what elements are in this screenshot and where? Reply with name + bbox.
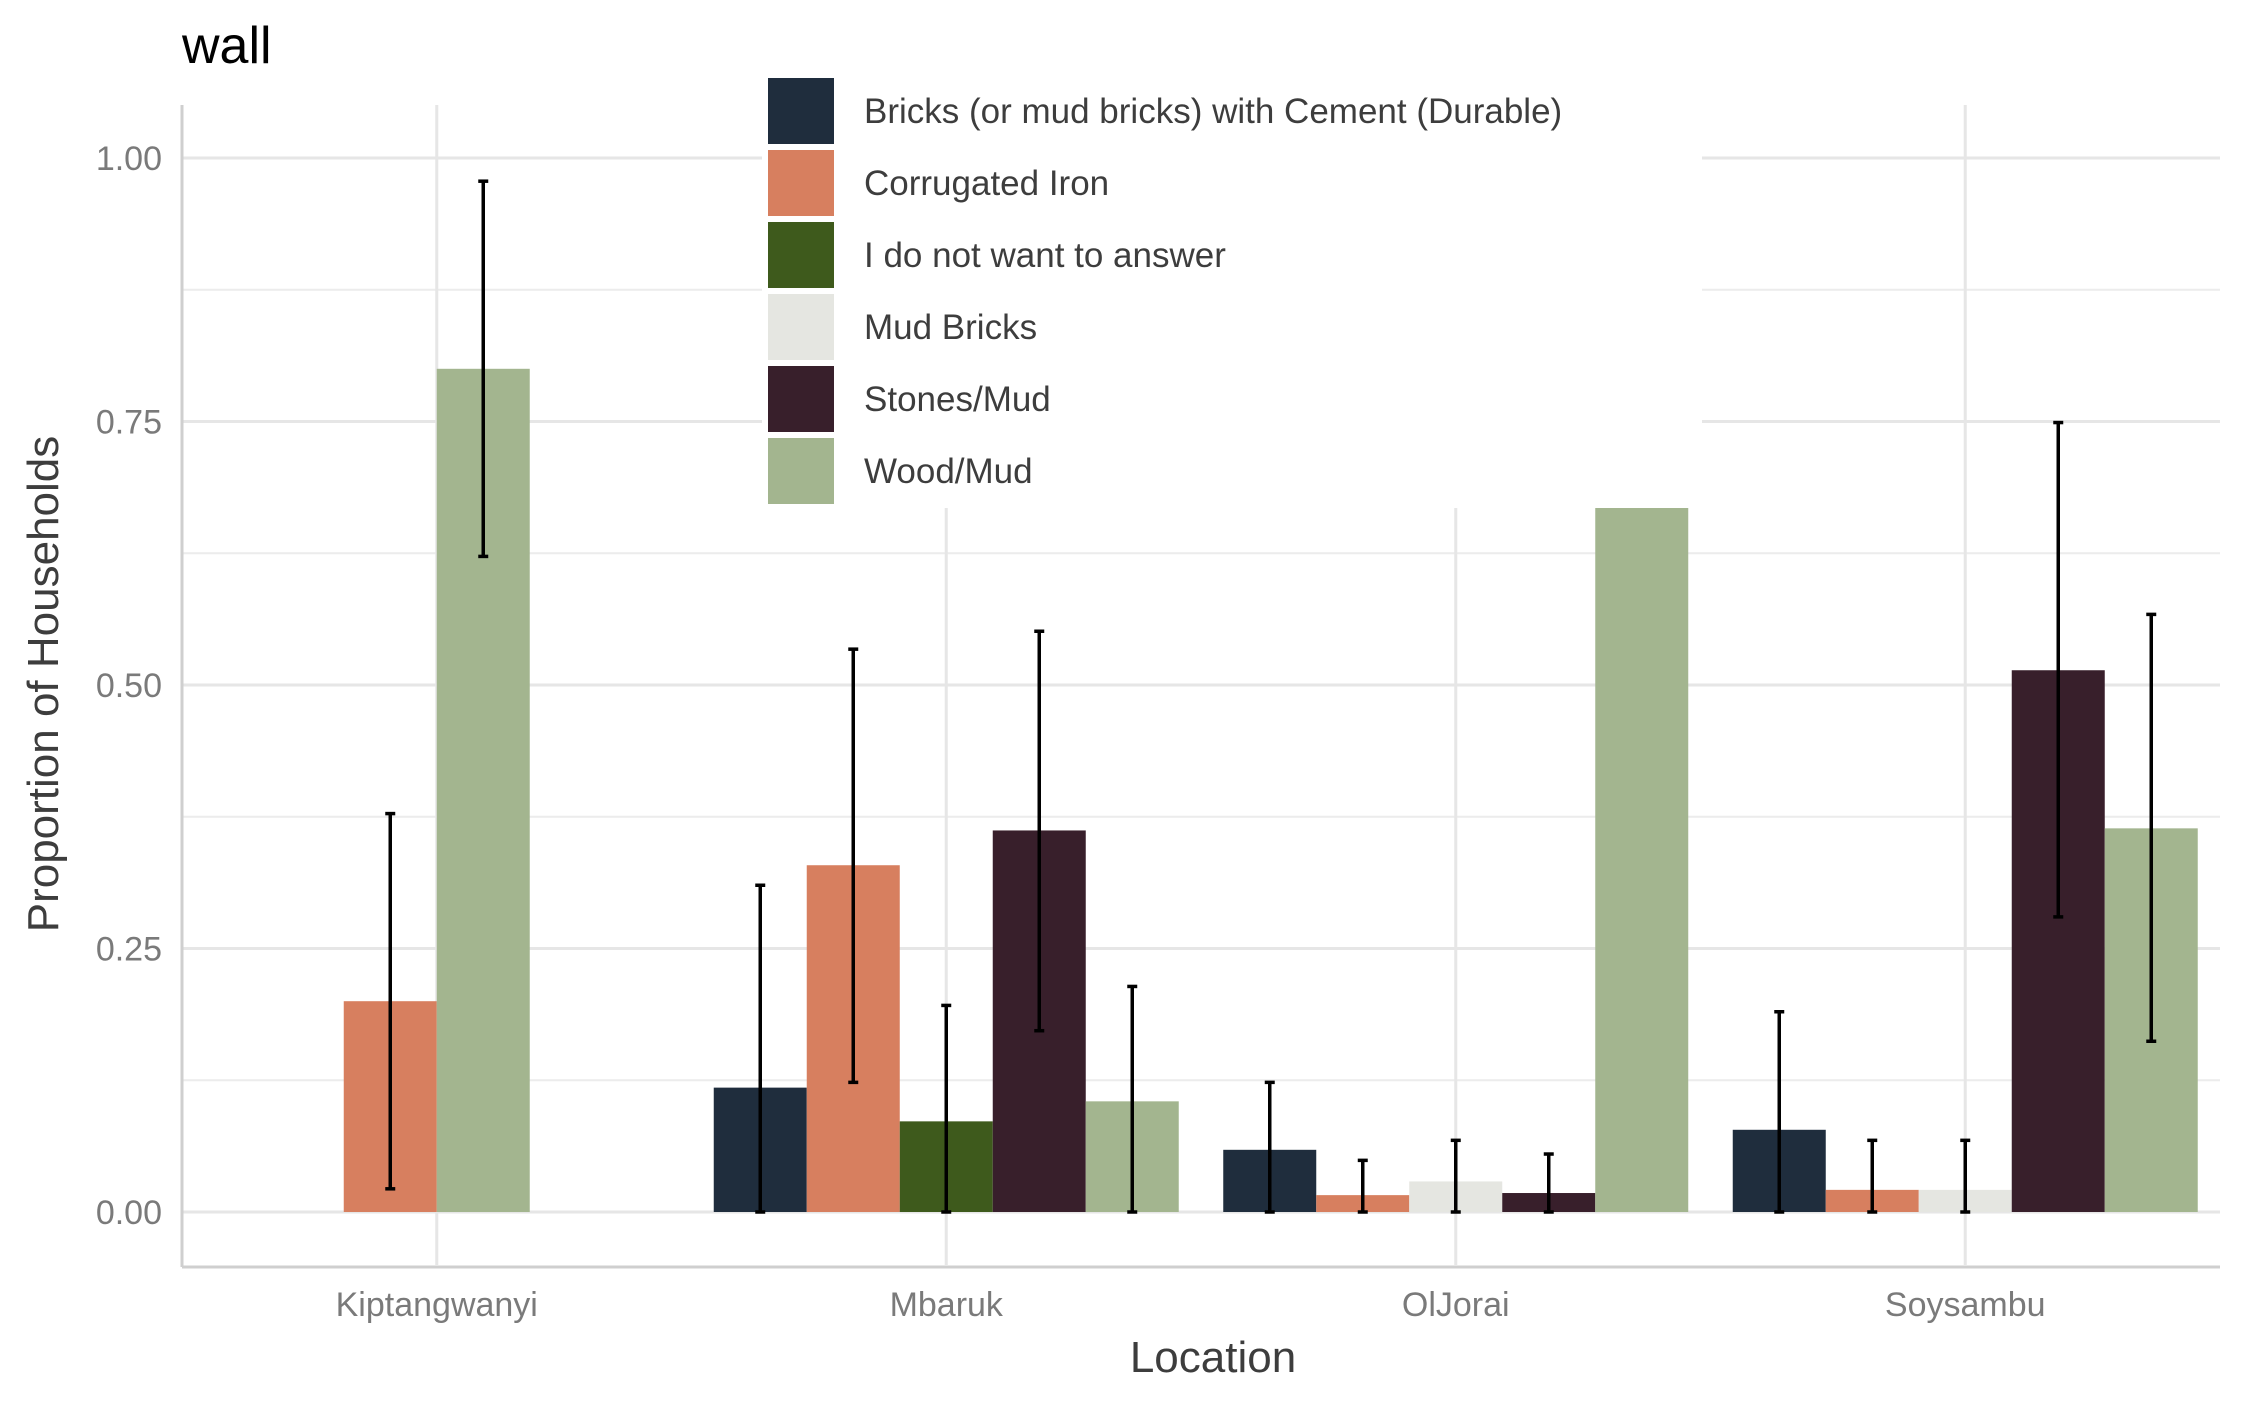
error-bar-soysambu-bricks-or-mud-bricks-with-cement-durable bbox=[1774, 1009, 1785, 1214]
y-tick-labels: 0.00 0.25 0.50 0.75 1.00 bbox=[96, 140, 162, 1232]
legend-item-stones-mud: Stones/Mud bbox=[768, 366, 1051, 432]
legend-item-wood-mud: Wood/Mud bbox=[768, 438, 1033, 504]
legend-item-i-do-not-want-to-answer: I do not want to answer bbox=[768, 222, 1226, 288]
error-bar-mbaruk-wood-mud bbox=[1127, 984, 1138, 1214]
legend-swatch bbox=[768, 150, 834, 216]
error-bar-mbaruk-stones-mud bbox=[1034, 629, 1045, 1033]
error-bar-mbaruk-bricks-or-mud-bricks-with-cement-durable bbox=[755, 883, 766, 1214]
y-tick-label: 0.00 bbox=[96, 1194, 162, 1232]
error-bar-mbaruk-i-do-not-want-to-answer bbox=[941, 1003, 952, 1214]
axes bbox=[180, 105, 2220, 1269]
x-tick-label-kiptangwanyi: Kiptangwanyi bbox=[336, 1286, 538, 1324]
legend-swatch bbox=[768, 222, 834, 288]
legend-swatch bbox=[768, 366, 834, 432]
y-tick-label: 1.00 bbox=[96, 140, 162, 178]
x-tick-label-soysambu: Soysambu bbox=[1885, 1286, 2046, 1324]
error-bar-kiptangwanyi-corrugated-iron bbox=[385, 811, 396, 1191]
error-bar-mbaruk-corrugated-iron bbox=[848, 647, 859, 1085]
legend-label: Bricks (or mud bricks) with Cement (Dura… bbox=[864, 92, 1562, 131]
error-bar-oljorai-mud-bricks bbox=[1450, 1138, 1461, 1214]
bars bbox=[343, 286, 2198, 1212]
legend: Bricks (or mud bricks) with Cement (Dura… bbox=[762, 74, 1702, 508]
legend-label: Stones/Mud bbox=[864, 380, 1051, 419]
legend-label: Corrugated Iron bbox=[864, 164, 1109, 203]
legend-swatch bbox=[768, 438, 834, 504]
x-tick-label-oljorai: OlJorai bbox=[1402, 1286, 1510, 1324]
y-tick-label: 0.75 bbox=[96, 404, 162, 442]
x-tick-labels: Kiptangwanyi Mbaruk OlJorai Soysambu bbox=[336, 1286, 2046, 1324]
y-tick-label: 0.25 bbox=[96, 931, 162, 969]
y-tick-label: 0.50 bbox=[96, 667, 162, 705]
error-bar-soysambu-mud-bricks bbox=[1960, 1138, 1971, 1214]
error-bar-kiptangwanyi-wood-mud bbox=[478, 179, 489, 559]
legend-item-mud-bricks: Mud Bricks bbox=[768, 294, 1037, 360]
legend-item-bricks-or-mud-bricks-with-cement-durable: Bricks (or mud bricks) with Cement (Dura… bbox=[768, 78, 1562, 144]
legend-swatch bbox=[768, 78, 834, 144]
error-bar-oljorai-bricks-or-mud-bricks-with-cement-durable bbox=[1264, 1080, 1275, 1214]
error-bar-soysambu-corrugated-iron bbox=[1867, 1138, 1878, 1214]
error-bar-oljorai-corrugated-iron bbox=[1357, 1158, 1368, 1214]
legend-label: Mud Bricks bbox=[864, 308, 1037, 347]
legend-background bbox=[762, 74, 1702, 508]
error-bar-soysambu-wood-mud bbox=[2146, 612, 2157, 1044]
legend-item-corrugated-iron: Corrugated Iron bbox=[768, 150, 1109, 216]
x-axis-title: Location bbox=[1130, 1333, 1296, 1382]
legend-label: I do not want to answer bbox=[864, 236, 1226, 275]
y-axis-title: Proportion of Households bbox=[19, 436, 68, 933]
x-tick-label-mbaruk: Mbaruk bbox=[890, 1286, 1004, 1324]
error-bar-oljorai-stones-mud bbox=[1543, 1152, 1554, 1214]
legend-label: Wood/Mud bbox=[864, 452, 1033, 491]
chart-title: wall bbox=[181, 17, 272, 75]
legend-swatch bbox=[768, 294, 834, 360]
error-bar-soysambu-stones-mud bbox=[2053, 420, 2064, 919]
